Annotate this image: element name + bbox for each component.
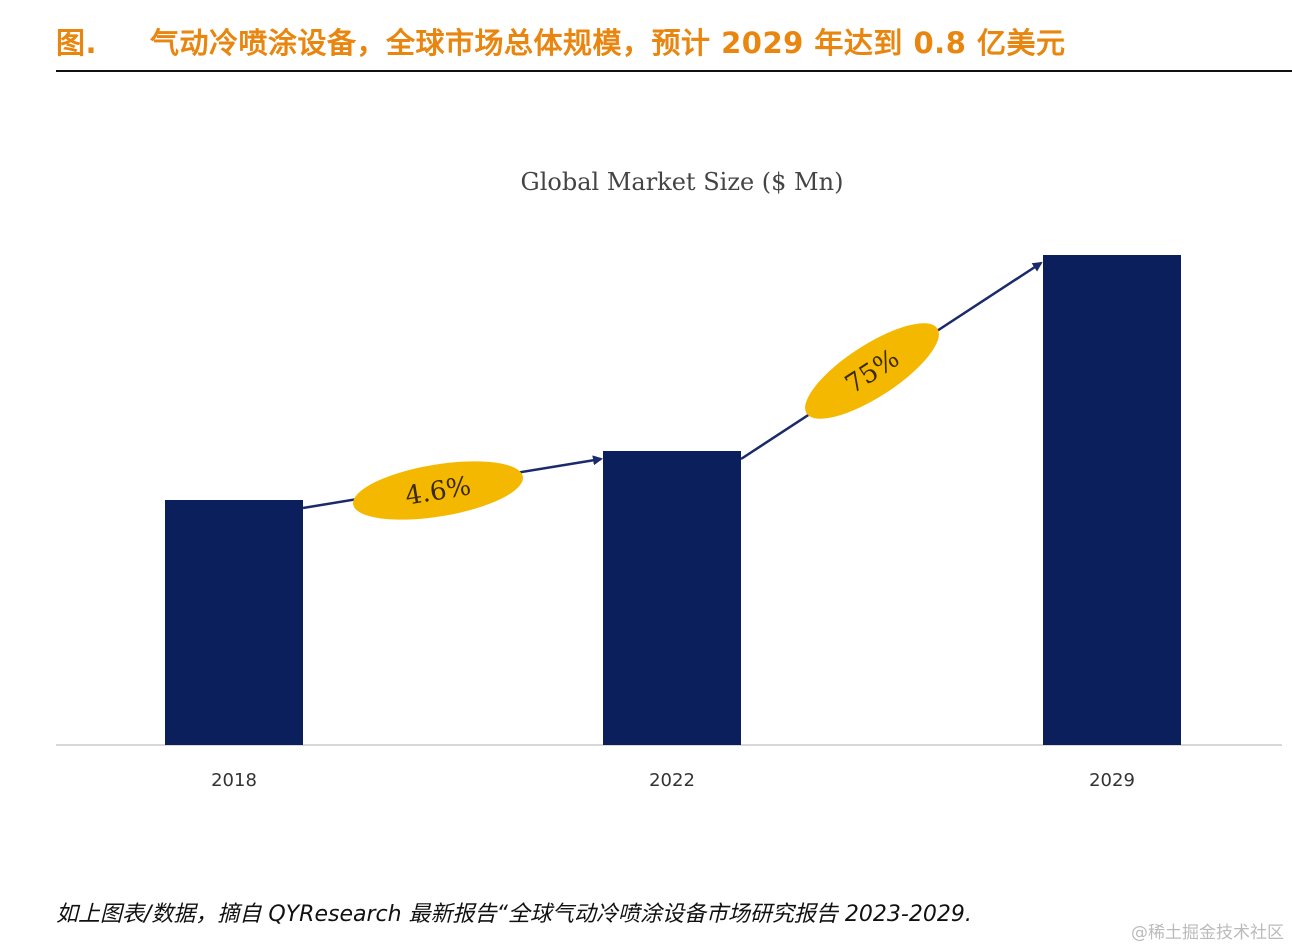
x-tick-label-2018: 2018 <box>211 770 257 791</box>
chart-title: Global Market Size ($ Mn) <box>521 168 844 196</box>
cagr-ellipse <box>353 461 523 520</box>
cagr-badge-2022-2029: 75% <box>805 323 939 419</box>
source-note: 如上图表/数据，摘自 QYResearch 最新报告“全球气动冷喷涂设备市场研究… <box>56 902 972 927</box>
bar-2022 <box>603 451 741 745</box>
title-divider <box>56 70 1292 72</box>
cagr-ellipse <box>805 323 939 419</box>
figure-title: 图. 气动冷喷涂设备，全球市场总体规模，预计 2029 年达到 0.8 亿美元 <box>56 26 1066 60</box>
watermark: @稀土掘金技术社区 <box>1131 923 1284 943</box>
bar-2018 <box>165 500 303 745</box>
x-tick-label-2022: 2022 <box>649 770 695 791</box>
x-tick-label-2029: 2029 <box>1089 770 1135 791</box>
cagr-badge-2018-2022: 4.6% <box>353 461 523 520</box>
bar-2029 <box>1043 255 1181 745</box>
